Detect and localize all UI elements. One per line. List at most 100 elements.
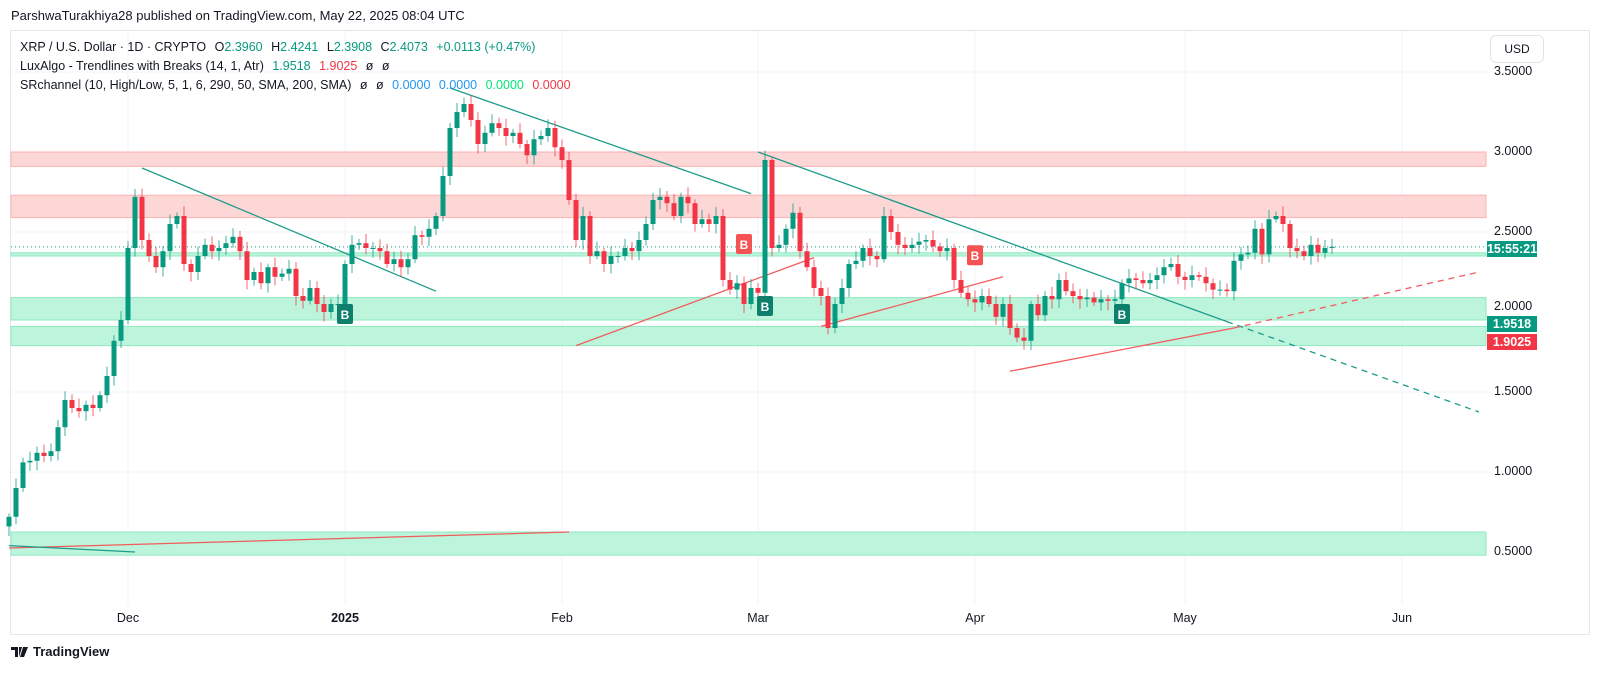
symbol-title[interactable]: XRP / U.S. Dollar · 1D · CRYPTO bbox=[20, 40, 207, 54]
candle-down bbox=[1021, 337, 1027, 341]
open-value: 2.3960 bbox=[224, 40, 263, 54]
candle-down bbox=[41, 452, 47, 456]
indicator-value: 0.0000 bbox=[485, 78, 524, 92]
published-caption: ParshwaTurakhiya28 published on TradingV… bbox=[11, 8, 465, 23]
candle-down bbox=[692, 203, 698, 224]
candle-up bbox=[55, 427, 61, 452]
candle-up bbox=[13, 488, 19, 517]
candle-down bbox=[314, 288, 320, 304]
empty-value: ø bbox=[359, 78, 368, 92]
support-trendline bbox=[575, 256, 815, 347]
resistance-zone bbox=[10, 151, 1487, 167]
symbol-legend: XRP / U.S. Dollar · 1D · CRYPTO O2.3960 … bbox=[20, 40, 540, 55]
candle-down bbox=[139, 196, 145, 240]
candle-up bbox=[48, 451, 54, 456]
candle-down bbox=[517, 132, 523, 144]
candle-down bbox=[1070, 291, 1076, 296]
candle-down bbox=[503, 128, 509, 136]
candle-down bbox=[720, 216, 726, 280]
candle-up bbox=[615, 256, 621, 257]
change-value: +0.0113 (+0.47%) bbox=[436, 40, 536, 54]
candle-up bbox=[1119, 283, 1125, 300]
break-label-text: B bbox=[971, 249, 980, 263]
close-label: C bbox=[380, 40, 390, 54]
candle-down bbox=[797, 212, 803, 252]
candle-up bbox=[307, 288, 313, 301]
candle-up bbox=[349, 244, 355, 264]
candle-up bbox=[762, 160, 768, 293]
price-tick: 1.0000 bbox=[1494, 464, 1533, 478]
indicator-value: 0.0000 bbox=[392, 78, 431, 92]
candle-up bbox=[678, 196, 684, 216]
candle-down bbox=[1035, 304, 1041, 316]
candle-up bbox=[916, 241, 922, 245]
candle-up bbox=[846, 264, 852, 288]
candle-up bbox=[839, 288, 845, 304]
candle-down bbox=[664, 196, 670, 204]
support-trendline bbox=[8, 531, 570, 549]
candle-up bbox=[265, 267, 271, 284]
candle-down bbox=[818, 288, 824, 296]
candle-down bbox=[153, 256, 159, 268]
resistance-zone bbox=[10, 194, 1487, 219]
candle-up bbox=[62, 400, 68, 428]
candle-up bbox=[461, 104, 467, 112]
low-label: L bbox=[326, 40, 334, 54]
candle-up bbox=[27, 460, 33, 463]
candle-up bbox=[1266, 219, 1272, 255]
candle-down bbox=[1077, 296, 1083, 300]
candle-up bbox=[83, 404, 89, 412]
candle-down bbox=[384, 251, 390, 264]
currency-button[interactable]: USD bbox=[1490, 35, 1544, 63]
candle-down bbox=[1287, 224, 1293, 248]
candle-up bbox=[531, 139, 537, 156]
candle-up bbox=[1084, 297, 1090, 300]
candle-down bbox=[209, 244, 215, 252]
candle-down bbox=[825, 296, 831, 328]
candle-down bbox=[1140, 280, 1146, 284]
candle-up bbox=[251, 272, 257, 280]
candle-up bbox=[1189, 275, 1195, 280]
candle-up bbox=[97, 395, 103, 408]
candle-down bbox=[468, 104, 474, 120]
indicator-name[interactable]: LuxAlgo - Trendlines with Breaks (14, 1,… bbox=[20, 59, 264, 73]
candle-up bbox=[279, 273, 285, 277]
candle-up bbox=[860, 248, 866, 261]
candle-down bbox=[895, 232, 901, 245]
candle-down bbox=[1049, 296, 1055, 300]
candle-up bbox=[1322, 248, 1328, 253]
candle-down bbox=[363, 243, 369, 248]
indicator-name[interactable]: SRchannel (10, High/Low, 5, 1, 6, 290, 5… bbox=[20, 78, 352, 92]
candle-down bbox=[1224, 289, 1230, 292]
tradingview-logo[interactable]: TradingView bbox=[11, 644, 109, 659]
candle-up bbox=[1308, 244, 1314, 256]
candle-up bbox=[734, 283, 740, 290]
indicator-srchannel-legend[interactable]: SRchannel (10, High/Low, 5, 1, 6, 290, 5… bbox=[20, 78, 576, 93]
candle-up bbox=[853, 260, 859, 264]
candle-up bbox=[643, 224, 649, 240]
price-tick: 3.5000 bbox=[1494, 64, 1533, 78]
price-tick: 2.0000 bbox=[1494, 299, 1533, 313]
indicator-luxalgo-legend[interactable]: LuxAlgo - Trendlines with Breaks (14, 1,… bbox=[20, 59, 395, 74]
indicator-value: 0.0000 bbox=[532, 78, 571, 92]
high-label: H bbox=[271, 40, 281, 54]
candle-up bbox=[1245, 252, 1251, 255]
candle-down bbox=[804, 251, 810, 268]
break-label-bullish: B bbox=[757, 296, 773, 316]
empty-value: ø bbox=[381, 59, 390, 73]
candle-down bbox=[1315, 244, 1321, 253]
candle-down bbox=[965, 292, 971, 300]
time-tick: Mar bbox=[747, 611, 769, 625]
candle-down bbox=[587, 216, 593, 256]
candle-up bbox=[1147, 280, 1153, 284]
candle-up bbox=[776, 244, 782, 248]
break-label-text: B bbox=[1118, 308, 1127, 322]
candle-up bbox=[1161, 267, 1167, 276]
resistance-trendline bbox=[141, 167, 437, 292]
candle-down bbox=[1182, 276, 1188, 280]
candle-down bbox=[377, 248, 383, 252]
candle-down bbox=[1105, 299, 1111, 301]
candle-down bbox=[685, 196, 691, 204]
candle-down bbox=[237, 236, 243, 252]
